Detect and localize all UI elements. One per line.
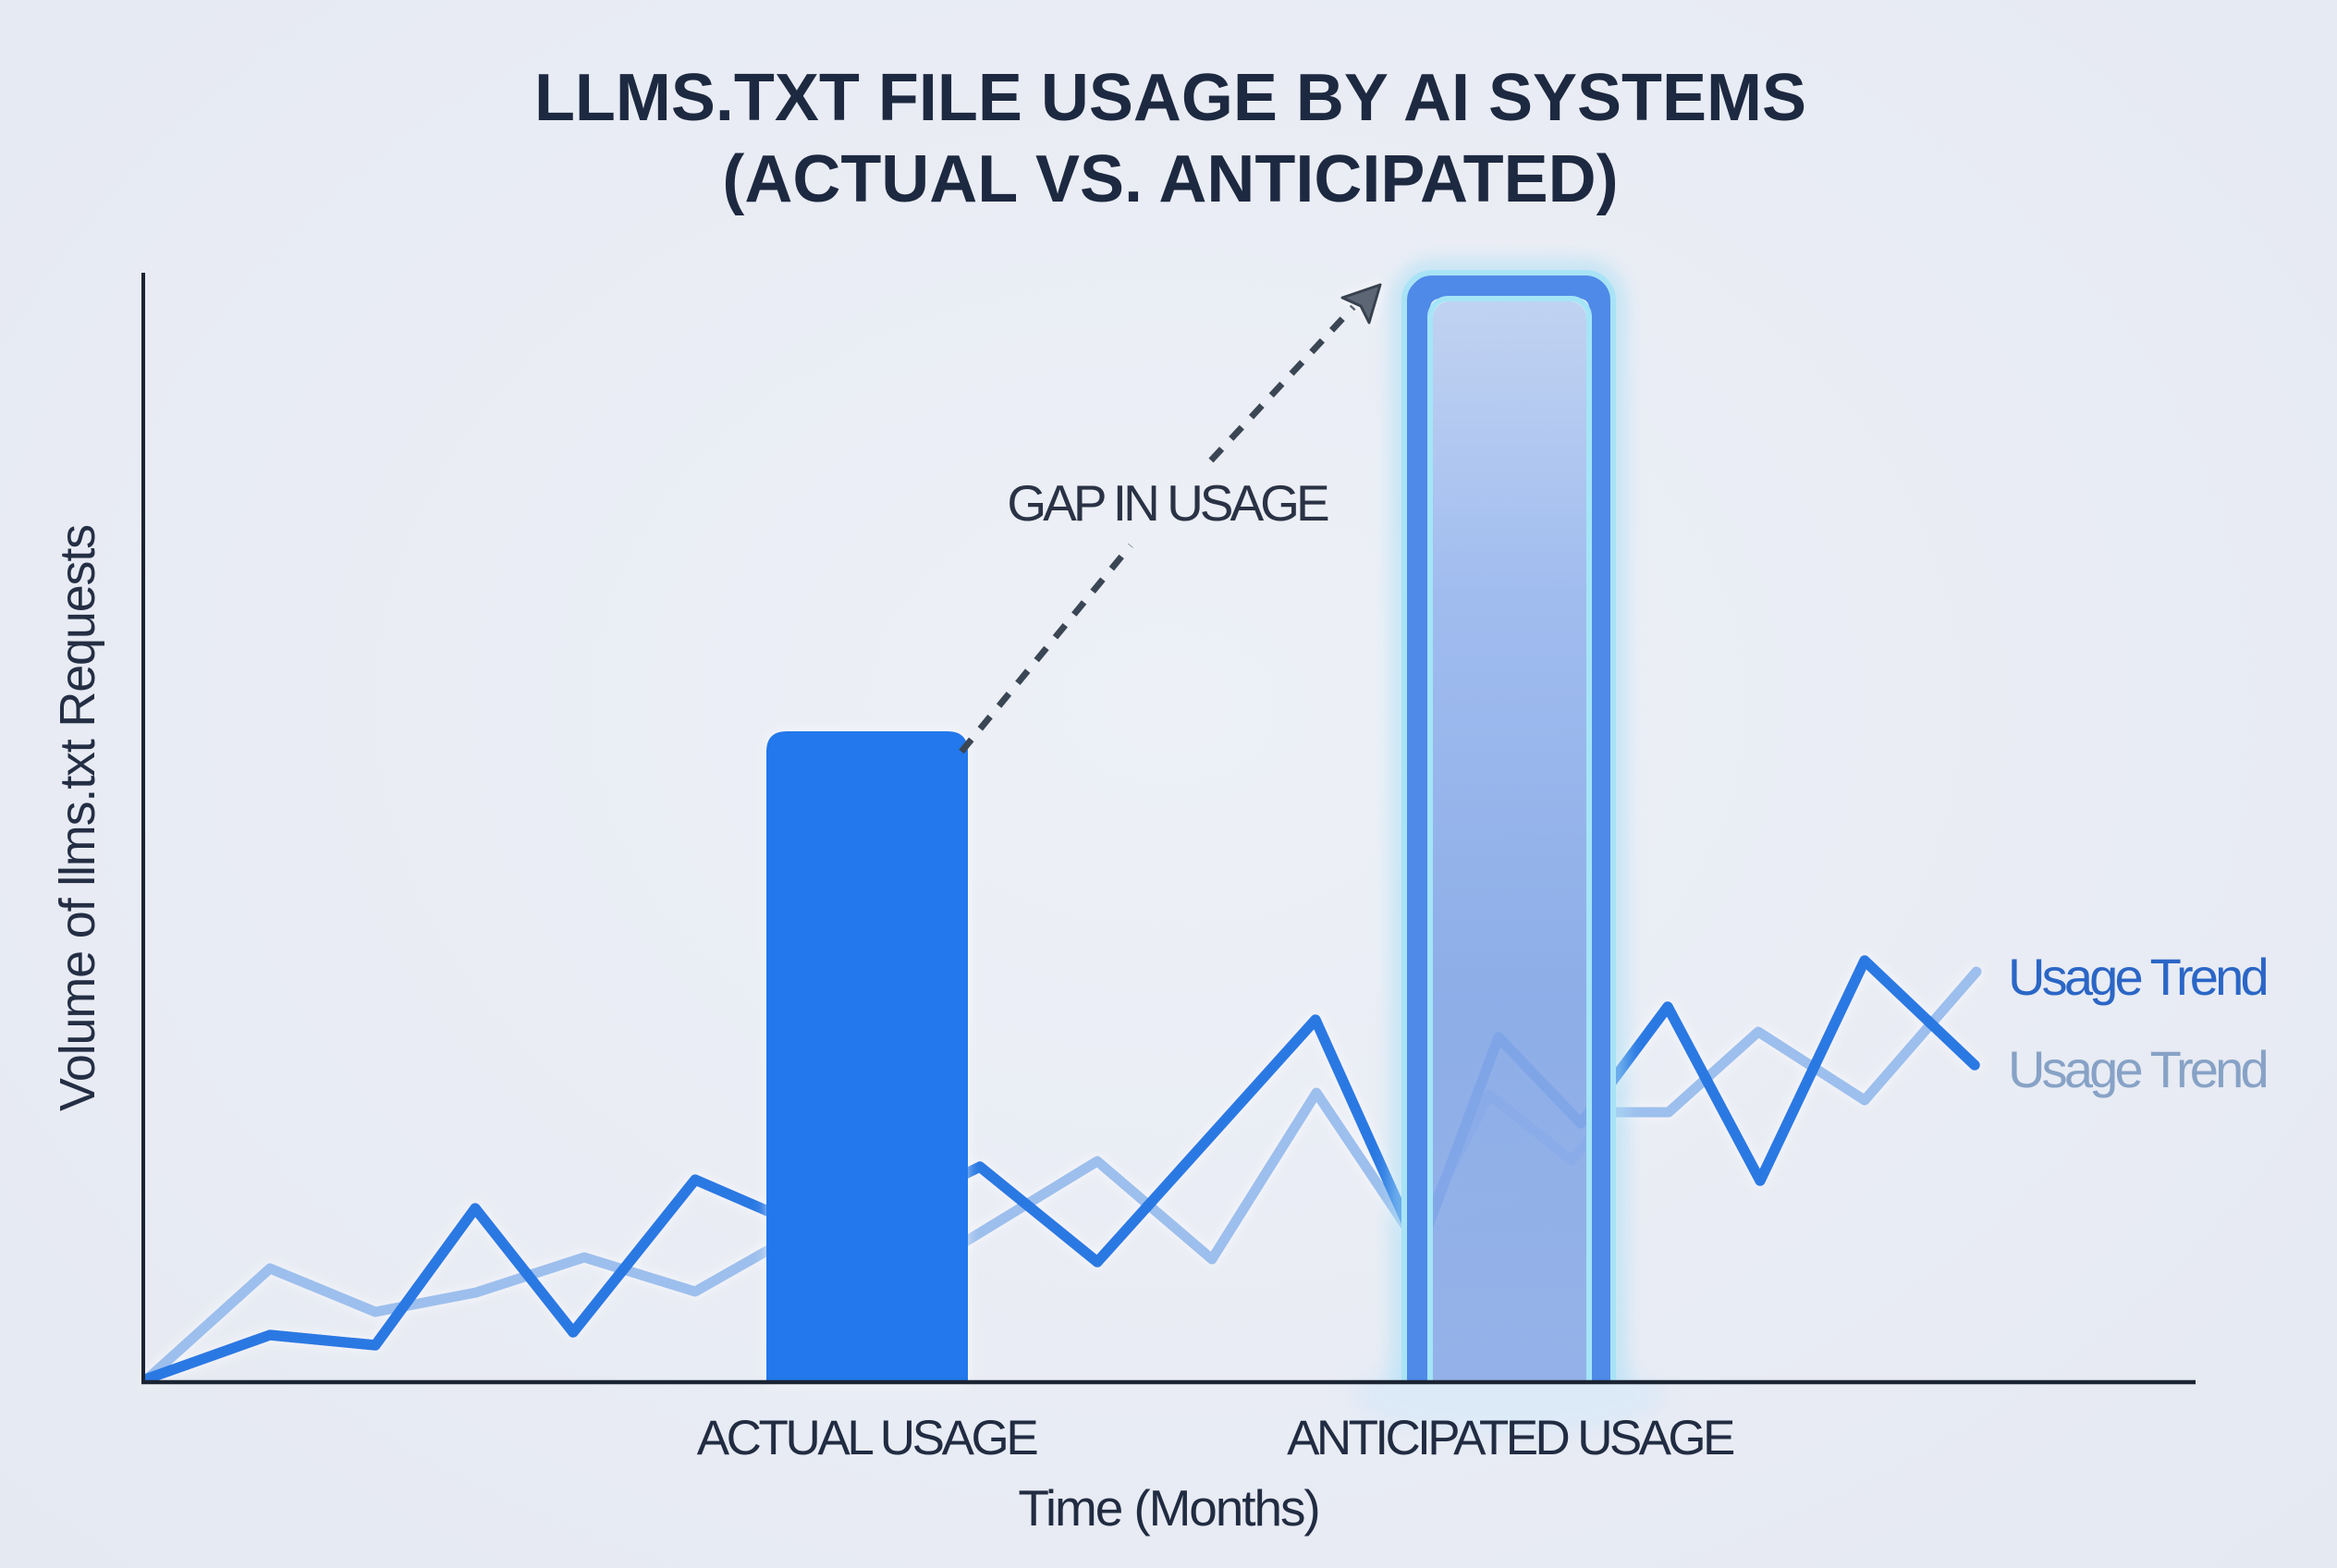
svg-text:Volume of llms.txt Requests: Volume of llms.txt Requests	[50, 525, 105, 1111]
svg-text:ACTUAL USAGE: ACTUAL USAGE	[697, 1411, 1038, 1465]
svg-text:(ACTUAL VS. ANTICIPATED): (ACTUAL VS. ANTICIPATED)	[722, 142, 1618, 216]
svg-text:Time (Months): Time (Months)	[1018, 1479, 1318, 1537]
svg-text:GAP IN USAGE: GAP IN USAGE	[1007, 474, 1328, 532]
svg-text:ANTICIPATED USAGE: ANTICIPATED USAGE	[1287, 1411, 1734, 1465]
svg-text:Usage Trend: Usage Trend	[2008, 1040, 2266, 1098]
svg-text:LLMS.TXT FILE USAGE BY AI SYST: LLMS.TXT FILE USAGE BY AI SYSTEMS	[534, 61, 1806, 135]
svg-text:Usage Trend: Usage Trend	[2008, 948, 2266, 1006]
